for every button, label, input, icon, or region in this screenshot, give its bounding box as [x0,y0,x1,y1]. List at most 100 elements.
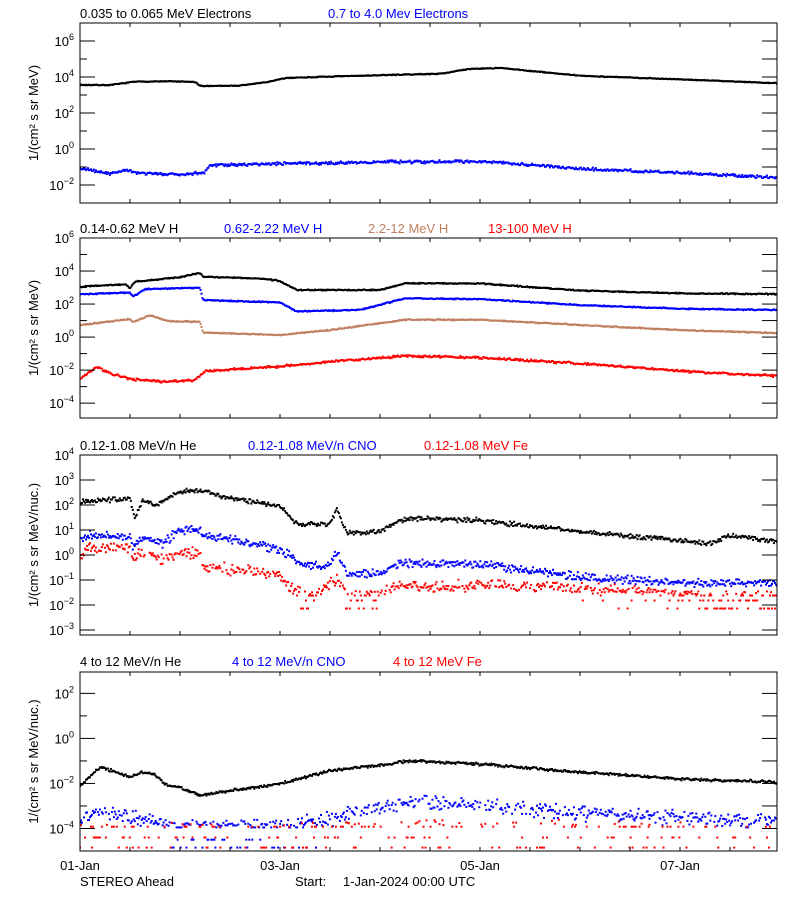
data-point [766,174,768,177]
data-point [395,355,398,358]
data-point [129,169,132,172]
data-point [418,515,421,518]
data-point [681,539,684,542]
data-point [203,371,206,374]
y-axis-label: 1/(cm² s sr MeV) [26,280,41,376]
data-point [424,162,427,165]
data-point [568,361,571,363]
panel-1: 0.035 to 0.065 MeV Electrons 0.7 to 4.0 M… [26,6,778,204]
data-point [304,525,306,528]
data-point [519,164,522,167]
data-point [579,530,582,532]
data-point [505,359,508,362]
data-point [544,527,546,530]
data-point [447,161,450,164]
data-point [533,526,535,529]
data-point [411,355,414,358]
data-point [286,512,289,515]
data-point [684,369,687,372]
data-point [720,539,723,542]
data-point [84,501,86,504]
data-point [698,539,701,542]
data-point [267,501,270,504]
data-point [143,316,146,319]
data-point [725,536,728,539]
data-point [712,173,715,176]
data-point [219,495,222,498]
data-point [393,161,396,164]
data-point [156,173,159,176]
data-point [509,520,512,523]
data-point [305,163,307,166]
data-point [323,522,326,525]
data-point [525,163,528,166]
data-point [770,375,772,378]
data-point [628,537,631,540]
data-point [273,503,276,506]
data-point [437,518,440,521]
data-point [716,540,719,543]
data-point [242,497,245,500]
data-point [299,161,302,163]
data-point [545,165,547,168]
data-point [327,522,330,525]
data-point [281,507,284,510]
y-tick-label: 10−4 [49,394,74,411]
data-point [497,358,500,361]
data-point [765,175,767,178]
data-point [482,519,485,522]
data-point [510,284,513,287]
data-point [141,498,144,501]
data-point [236,300,239,303]
data-point [236,499,239,502]
data-point [472,518,475,521]
data-point [322,360,325,363]
series-13-100-mev-h [80,354,777,384]
data-point [416,520,419,523]
y-axis-label: 1/(cm² s sr MeV/nuc.) [26,483,41,607]
data-point [747,373,750,375]
data-point [654,537,657,540]
data-point [200,273,203,276]
data-point [174,379,177,382]
data-point [185,487,188,490]
data-point [103,172,106,175]
data-point [508,525,511,528]
data-point [223,495,226,498]
data-point [662,367,665,370]
data-point [358,531,361,534]
data-point [348,529,351,532]
data-point [676,368,679,371]
data-point [587,531,590,534]
data-point [726,535,729,538]
data-point [196,173,199,176]
data-point [727,533,730,536]
data-point [526,523,529,526]
data-point [448,160,451,163]
data-point [214,163,217,166]
data-point [404,520,407,522]
data-point [574,166,577,169]
data-point [731,535,734,538]
data-point [132,377,135,380]
data-point [95,501,98,504]
data-point [627,534,630,537]
data-point [137,508,140,511]
data-point [503,357,506,360]
data-point [583,167,586,170]
data-point [477,355,480,358]
data-point [236,165,239,168]
data-point [387,161,390,164]
data-points [80,487,777,610]
data-point [325,328,328,331]
data-point [316,524,318,527]
data-point [86,168,88,171]
data-point [340,521,343,524]
data-point [184,491,187,494]
data-point [462,356,465,359]
data-point [145,173,148,176]
data-point [510,359,513,361]
data-point [569,530,572,533]
data-point [453,160,456,163]
data-point [741,173,744,176]
